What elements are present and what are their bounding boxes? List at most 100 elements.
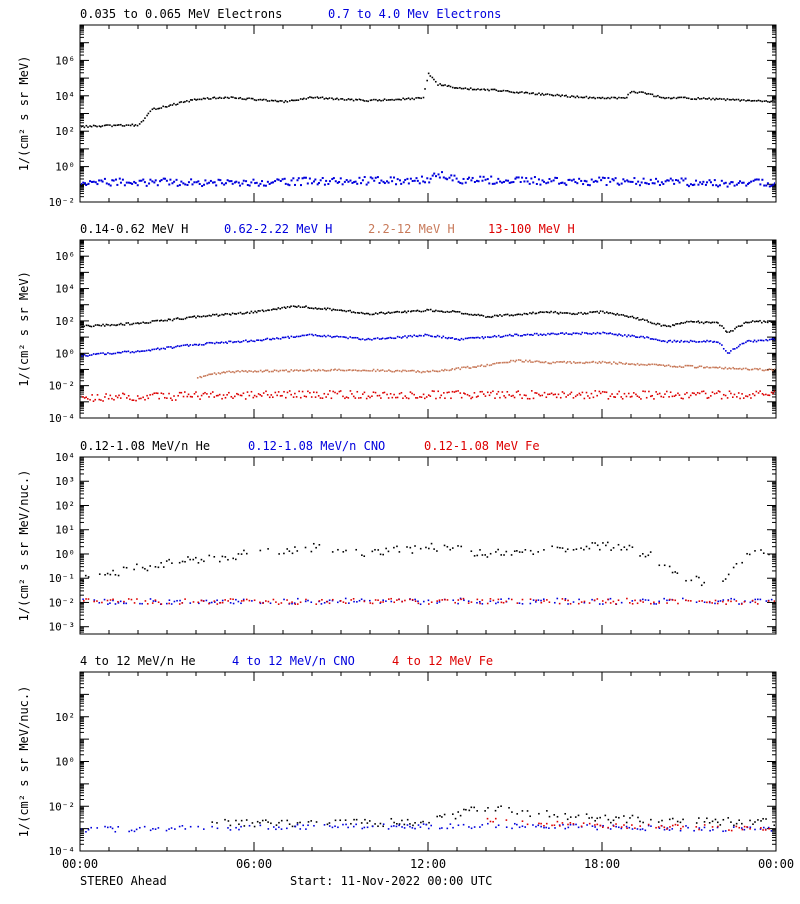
data-point — [726, 185, 729, 188]
data-point — [552, 361, 554, 364]
data-point — [431, 335, 433, 338]
data-point — [667, 364, 670, 366]
data-point — [216, 603, 219, 605]
data-point — [546, 93, 549, 95]
data-point — [329, 369, 332, 372]
data-point — [354, 397, 357, 399]
data-point — [209, 392, 212, 395]
data-point — [653, 398, 655, 400]
data-point — [148, 182, 151, 185]
data-point — [193, 98, 196, 100]
data-point — [717, 825, 719, 828]
data-point — [596, 180, 599, 183]
data-point — [314, 96, 316, 99]
data-point — [678, 181, 681, 184]
data-point — [543, 311, 545, 314]
x-axis-labels: 00:00 06:00 12:00 18:00 00:00 — [62, 857, 794, 871]
data-point — [496, 314, 498, 317]
data-point — [727, 817, 730, 819]
data-point — [620, 548, 623, 551]
data-point — [331, 178, 334, 181]
data-point — [602, 824, 604, 827]
spacecraft-label: STEREO Ahead — [80, 874, 167, 888]
data-point — [558, 361, 560, 363]
data-point — [591, 311, 593, 314]
data-point — [658, 96, 661, 98]
data-point — [299, 369, 302, 372]
data-point — [647, 183, 650, 186]
data-point — [261, 339, 263, 342]
data-point — [715, 97, 718, 100]
data-point — [508, 806, 510, 809]
data-point — [530, 390, 533, 392]
data-point — [745, 321, 747, 324]
data-point — [760, 339, 763, 342]
data-point — [233, 181, 236, 184]
data-point — [459, 181, 462, 184]
data-point — [331, 826, 334, 829]
data-point — [610, 821, 612, 824]
data-point — [369, 313, 371, 316]
data-point — [451, 390, 454, 393]
data-point — [623, 334, 626, 336]
data-point — [101, 180, 104, 183]
data-point — [523, 312, 526, 315]
data-point — [323, 602, 326, 604]
data-point — [502, 180, 505, 183]
data-point — [429, 395, 432, 398]
data-point — [283, 177, 286, 180]
data-point — [398, 598, 400, 601]
data-point — [471, 88, 474, 91]
data-point — [383, 391, 386, 394]
data-point — [430, 542, 433, 545]
data-point — [528, 397, 531, 400]
data-point — [243, 312, 245, 315]
data-point — [211, 821, 214, 823]
data-point — [96, 394, 99, 396]
data-point — [164, 319, 166, 322]
data-point — [208, 373, 210, 376]
data-point — [363, 600, 366, 603]
data-point — [321, 335, 324, 338]
data-point — [669, 325, 672, 328]
data-point — [377, 599, 379, 601]
legend-entry: 0.12-1.08 MeV Fe — [424, 439, 540, 453]
data-point — [513, 91, 516, 94]
data-point — [395, 98, 397, 101]
legend-entry: 13-100 MeV H — [488, 222, 575, 236]
data-point — [120, 352, 122, 354]
data-point — [500, 601, 503, 604]
data-point — [689, 394, 692, 397]
data-point — [642, 363, 644, 366]
data-point — [751, 99, 754, 102]
data-point — [358, 98, 361, 101]
data-point — [117, 602, 120, 604]
data-point — [414, 600, 417, 603]
data-point — [197, 395, 199, 398]
data-point — [668, 396, 670, 398]
data-point — [468, 367, 471, 369]
data-point — [699, 98, 701, 100]
data-point — [286, 599, 288, 601]
data-point — [457, 338, 460, 341]
data-point — [529, 359, 531, 362]
data-point — [385, 547, 387, 550]
data-point — [456, 87, 459, 89]
data-point — [677, 392, 679, 395]
data-point — [434, 80, 437, 83]
data-point — [571, 333, 573, 336]
data-point — [433, 390, 435, 393]
data-point — [221, 599, 224, 602]
data-point — [345, 369, 348, 372]
data-point — [619, 334, 622, 336]
data-point — [371, 313, 374, 316]
data-point — [565, 396, 567, 398]
data-point — [717, 367, 719, 369]
data-point — [594, 542, 596, 544]
data-point — [554, 827, 556, 829]
data-point — [643, 337, 646, 339]
data-point — [724, 181, 727, 184]
data-point — [762, 394, 765, 396]
data-point — [384, 312, 386, 315]
